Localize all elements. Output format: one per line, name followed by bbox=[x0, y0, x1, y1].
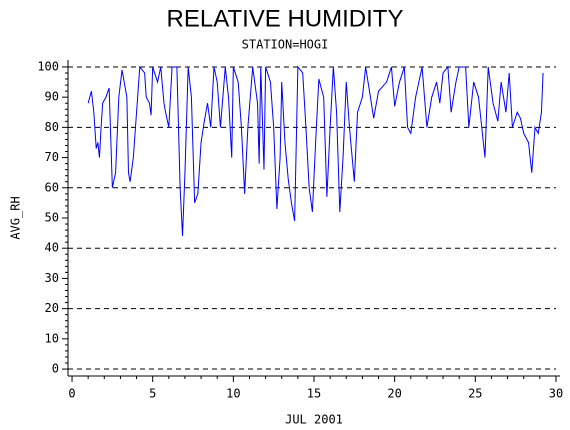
y-tick-label: 80 bbox=[45, 120, 59, 134]
x-tick-label: 25 bbox=[468, 387, 482, 401]
x-tick-label: 15 bbox=[307, 387, 321, 401]
y-tick-label: 100 bbox=[37, 59, 59, 73]
y-tick-label: 0 bbox=[52, 362, 59, 376]
y-tick-label: 10 bbox=[45, 331, 59, 345]
x-tick-label: 20 bbox=[387, 387, 401, 401]
y-tick-label: 20 bbox=[45, 301, 59, 315]
y-axis-label: AVG_RH bbox=[9, 196, 23, 239]
x-tick-label: 30 bbox=[549, 387, 563, 401]
y-tick-label: 70 bbox=[45, 150, 59, 164]
y-tick-label: 30 bbox=[45, 271, 59, 285]
y-tick-label: 40 bbox=[45, 241, 59, 255]
x-tick-label: 10 bbox=[226, 387, 240, 401]
chart-title: RELATIVE HUMIDITY bbox=[167, 5, 404, 32]
y-tick-label: 60 bbox=[45, 180, 59, 194]
y-tick-label: 90 bbox=[45, 90, 59, 104]
chart-subtitle: STATION=HOGI bbox=[242, 38, 329, 52]
data-line bbox=[87, 65, 544, 237]
x-tick-label: 5 bbox=[149, 387, 156, 401]
x-axis-label: JUL 2001 bbox=[285, 413, 343, 427]
x-tick-label: 0 bbox=[68, 387, 75, 401]
y-tick-label: 50 bbox=[45, 211, 59, 225]
